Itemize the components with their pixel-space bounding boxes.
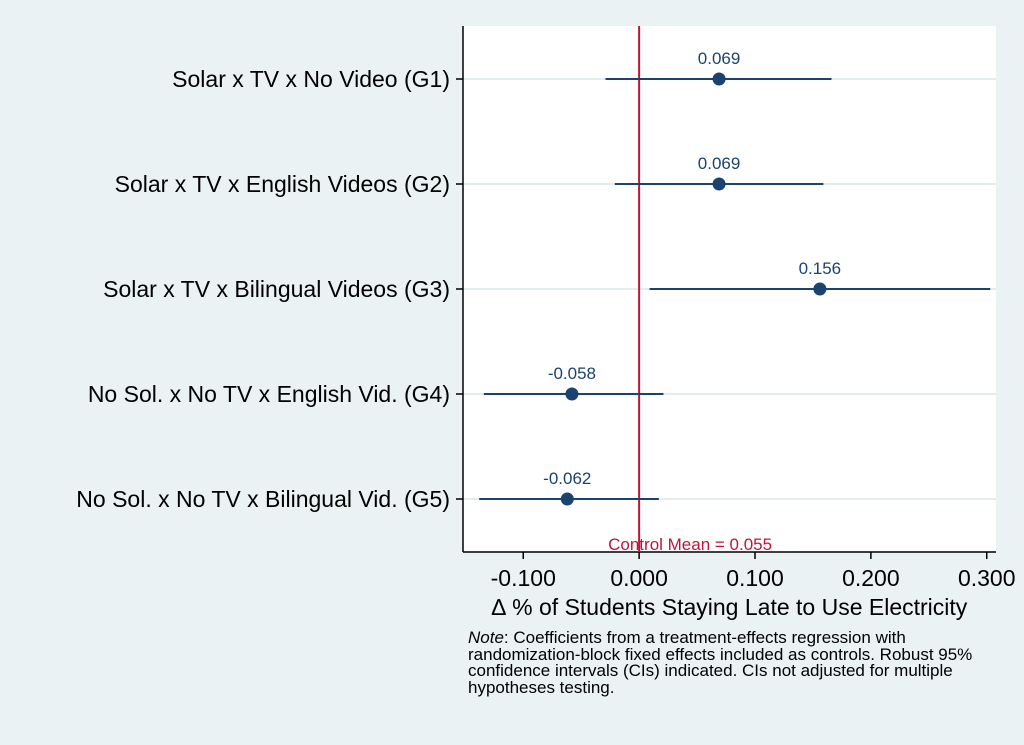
estimate-point-2 xyxy=(712,177,726,191)
y-tick-label-4: No Sol. x No TV x English Vid. (G4) xyxy=(88,381,450,407)
x-tick-label-3: 0.100 xyxy=(726,565,784,591)
control-mean-label: Control Mean = 0.055 xyxy=(608,535,772,554)
chart-note: Note: Coefficients from a treatment-effe… xyxy=(468,628,1020,697)
value-label-5: -0.062 xyxy=(543,469,591,488)
value-label-2: 0.069 xyxy=(698,154,741,173)
value-label-4: -0.058 xyxy=(548,364,596,383)
x-tick-label-1: -0.100 xyxy=(491,565,556,591)
value-label-3: 0.156 xyxy=(799,259,842,278)
note-lead: Note xyxy=(468,628,504,647)
y-tick-label-2: Solar x TV x English Videos (G2) xyxy=(115,171,450,197)
y-tick-label-5: No Sol. x No TV x Bilingual Vid. (G5) xyxy=(76,486,450,512)
estimate-point-5 xyxy=(560,492,574,506)
estimate-point-1 xyxy=(712,72,726,86)
y-tick-label-1: Solar x TV x No Video (G1) xyxy=(172,66,450,92)
value-label-1: 0.069 xyxy=(698,49,741,68)
x-axis-title: ∆ % of Students Staying Late to Use Elec… xyxy=(492,594,968,620)
estimate-point-3 xyxy=(813,282,827,296)
x-tick-label-4: 0.200 xyxy=(842,565,900,591)
estimate-point-4 xyxy=(565,387,579,401)
coefficient-plot: Solar x TV x No Video (G1) Solar x TV x E… xyxy=(76,26,1016,620)
note-text: : Coefficients from a treatment-effects … xyxy=(468,628,973,697)
x-tick-label-5: 0.300 xyxy=(958,565,1016,591)
y-tick-label-3: Solar x TV x Bilingual Videos (G3) xyxy=(103,276,450,302)
x-tick-label-2: 0.000 xyxy=(610,565,668,591)
